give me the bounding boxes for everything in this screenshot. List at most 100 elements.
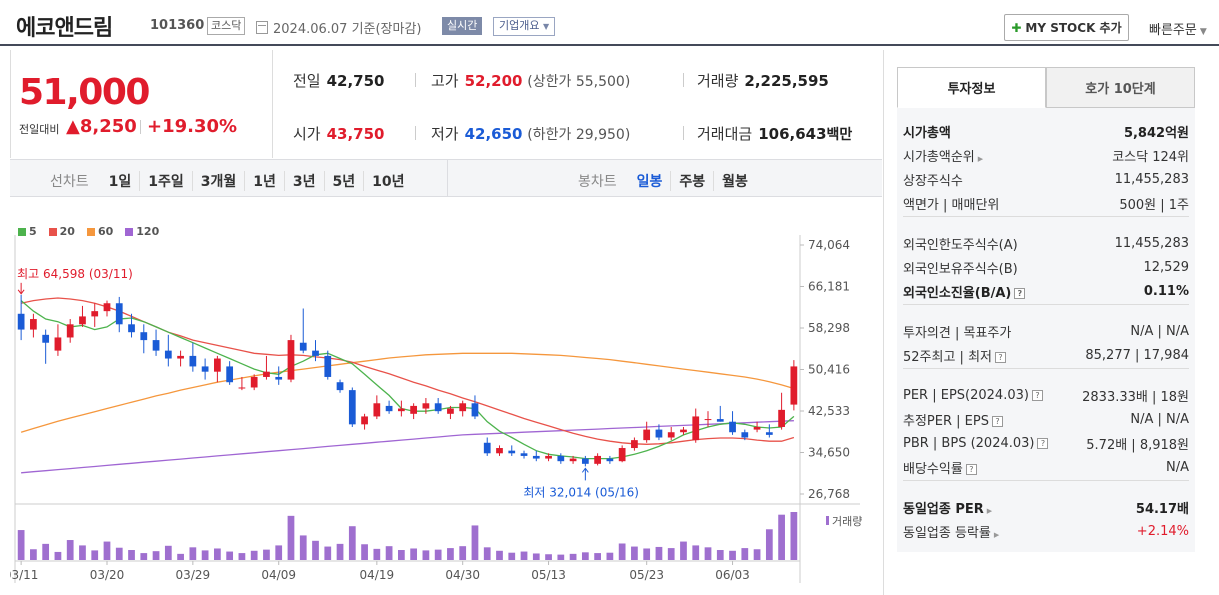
info-label-text: 외국인한도주식수(A) <box>903 237 1018 253</box>
info-value: +2.14% <box>1136 523 1189 539</box>
info-label: 외국인한도주식수(A) <box>903 234 1018 253</box>
chevron-right-icon[interactable]: ▶ <box>993 530 1000 539</box>
line-period-option[interactable]: 3개월 <box>191 171 245 191</box>
divider <box>415 73 416 87</box>
help-icon[interactable]: ? <box>991 415 1003 427</box>
candle-body <box>397 408 405 412</box>
info-row: 투자의견 | 목표주가 N/A | N/A <box>903 320 1189 342</box>
info-label-text: 외국인보유주식수(B) <box>903 261 1018 277</box>
candle-body <box>434 403 442 412</box>
help-icon[interactable]: ? <box>1037 437 1049 449</box>
volume-bar <box>606 552 614 560</box>
candlestick-chart[interactable]: 74,064 66,181 58,298 50,416 42,533 34,650 26,7… <box>10 198 882 595</box>
x-tick-label: 06/03 <box>715 568 750 582</box>
quick-order-button[interactable]: 빠른주문 ▼ <box>1149 19 1207 38</box>
high-marker-arrow-head <box>17 289 25 295</box>
candle-period-option[interactable]: 월봉 <box>713 171 756 191</box>
line-period-option[interactable]: 1년 <box>244 171 284 191</box>
candle-body <box>91 311 99 317</box>
volume-bar <box>128 550 135 560</box>
open-price: 시가 43,750 <box>293 123 385 144</box>
info-row: 동일업종 등락률 ▶ +2.14% <box>903 520 1189 542</box>
help-icon[interactable]: ? <box>995 351 1006 363</box>
chevron-down-icon: ▼ <box>542 22 550 31</box>
amount-value: 106,643 <box>758 125 827 143</box>
line-period-option[interactable]: 5년 <box>323 171 364 191</box>
info-label-text: 상장주식수 <box>903 173 963 189</box>
y-tick-label: 50,416 <box>808 363 850 377</box>
candle-body <box>606 458 614 462</box>
info-label: 상장주식수 <box>903 170 963 189</box>
volume-bar <box>164 545 172 560</box>
realtime-button[interactable]: 실시간 <box>442 17 483 35</box>
info-label: 동일업종 PER ▶ <box>903 498 992 517</box>
candle-body <box>115 303 123 325</box>
chevron-right-icon[interactable]: ▶ <box>977 154 984 163</box>
candle-body <box>263 371 270 377</box>
volume-bar <box>410 548 418 560</box>
line-period-option[interactable]: 3년 <box>283 171 324 191</box>
mystock-add-button[interactable]: ✚ MY STOCK 추가 <box>1004 14 1129 41</box>
candle-body <box>373 403 381 417</box>
info-row: 액면가 | 매매단위 500원 | 1주 <box>903 192 1189 214</box>
info-row: PBR | BPS (2024.03)? 5.72배 | 8,918원 <box>903 432 1189 454</box>
candle-body <box>238 387 246 389</box>
help-icon[interactable]: ? <box>965 463 977 475</box>
company-overview-button[interactable]: 기업개요 ▼ <box>493 17 556 36</box>
info-value: 2833.33배 | 18원 <box>1082 389 1189 405</box>
prev-close-label: 전일 <box>293 72 321 90</box>
volume-bar <box>569 553 577 560</box>
candle-period-option[interactable]: 주봉 <box>670 171 713 191</box>
candle-body <box>103 303 111 312</box>
line-period-option[interactable]: 10년 <box>363 171 412 191</box>
candle-body <box>275 376 283 380</box>
line-period-option[interactable]: 1주일 <box>139 171 192 191</box>
candle-body <box>471 403 479 417</box>
volume-bar <box>361 544 368 560</box>
tab-order-book[interactable]: 호가 10단계 <box>1046 67 1195 108</box>
upper-limit: (상한가 55,500) <box>527 74 631 90</box>
candle-period-option[interactable]: 일봉 <box>636 174 663 190</box>
tab-investment-info[interactable]: 투자정보 <box>897 67 1046 108</box>
info-label-text: 시가총액 <box>903 125 951 141</box>
volume-value: 2,225,595 <box>744 72 829 90</box>
volume-bar <box>422 550 430 560</box>
volume-bar <box>741 548 749 560</box>
info-label-text: 동일업종 등락률 <box>903 525 991 541</box>
volume-bar <box>643 548 651 560</box>
volume-bar <box>471 525 479 560</box>
volume-bar <box>729 550 736 560</box>
candle-body <box>385 405 393 412</box>
volume-bar <box>238 553 246 560</box>
info-label-text: 액면가 | 매매단위 <box>903 197 1000 213</box>
info-value: 11,455,283 <box>1114 171 1189 187</box>
help-icon[interactable]: ? <box>1014 287 1026 299</box>
info-label: 외국인소진율(B/A)? <box>903 282 1026 301</box>
candle-body <box>54 337 62 351</box>
info-row: 동일업종 PER ▶ 54.17배 <box>903 496 1189 518</box>
info-row: 시가총액순위 ▶ 코스닥 124위 <box>903 144 1189 166</box>
volume-bar <box>91 550 99 560</box>
info-label: 추정PER | EPS? <box>903 410 1003 429</box>
volume-bar <box>508 552 516 560</box>
info-row: 배당수익률? N/A <box>903 456 1189 478</box>
info-value: 코스닥 124위 <box>1112 149 1189 165</box>
info-label-text: 투자의견 | 목표주가 <box>903 325 1012 341</box>
volume-bar <box>226 551 234 560</box>
x-tick-label: 03/11 <box>10 568 38 582</box>
low-marker-label: 최저 32,014 (05/16) <box>523 485 639 499</box>
help-icon[interactable]: ? <box>1031 389 1043 401</box>
candle-body <box>30 319 37 330</box>
chevron-right-icon[interactable]: ▶ <box>986 506 993 515</box>
volume-bar <box>54 551 62 560</box>
low-value: 42,650 <box>464 125 523 143</box>
investment-info-table: 시가총액 5,842억원 시가총액순위 ▶ 코스닥 124위 상장주식수 11,455,28… <box>897 108 1195 552</box>
info-row: 외국인한도주식수(A) 11,455,283 <box>903 232 1189 254</box>
candle-body <box>336 382 344 391</box>
volume-bar <box>557 554 565 560</box>
candle-body <box>140 332 148 341</box>
line-period-option[interactable]: 1일 <box>108 174 132 190</box>
diff-value: ▲8,250 <box>66 116 137 137</box>
candle-body <box>189 355 197 367</box>
volume-bar <box>30 549 37 560</box>
